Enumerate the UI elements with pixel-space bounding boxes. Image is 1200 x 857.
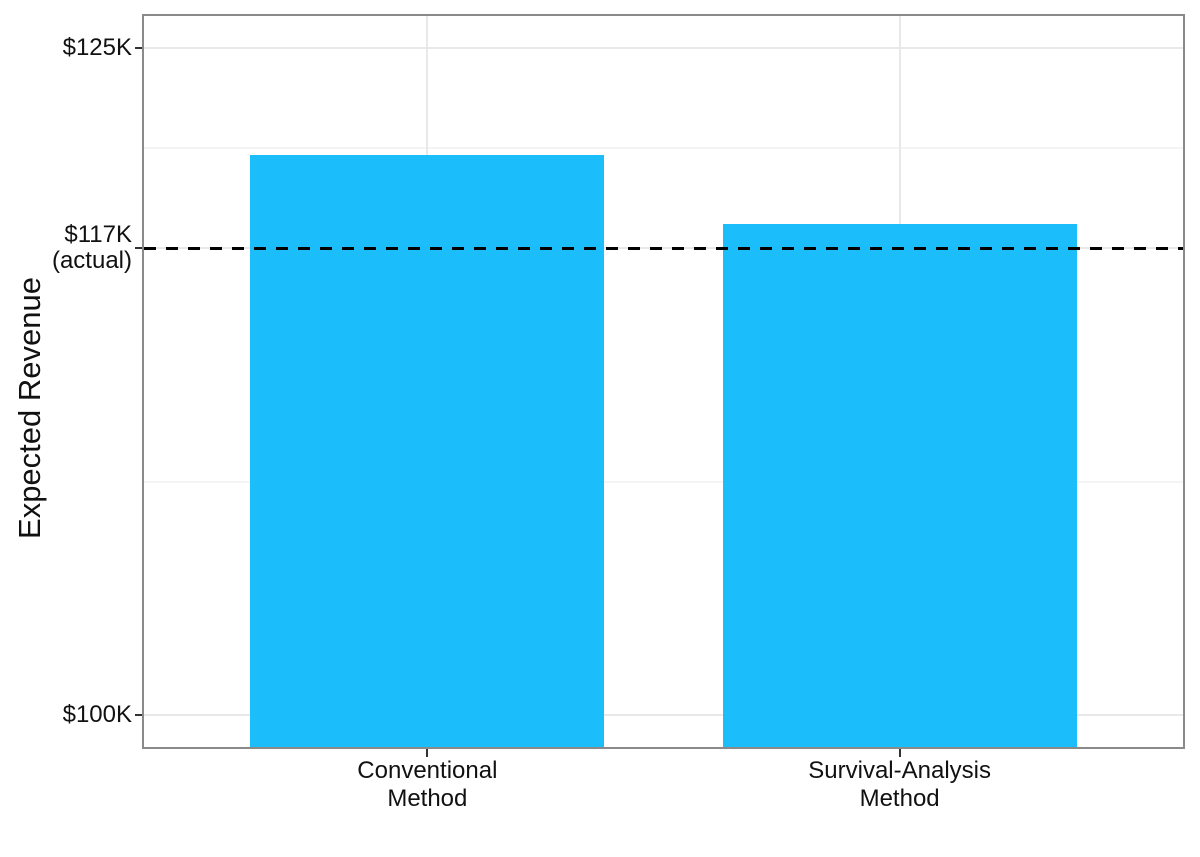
x-axis-category-label-line: Survival-Analysis: [808, 757, 991, 784]
y-axis-tick: [135, 713, 142, 716]
y-axis-tick-label-line: $117K: [64, 221, 132, 249]
bar-survival-analysis: [722, 224, 1077, 747]
y-axis-tick-label: $125K: [0, 35, 132, 61]
y-axis-tick-label-line: (actual): [51, 247, 132, 275]
y-axis-tick-label: $117K (actual): [0, 222, 132, 274]
bar-conventional: [250, 154, 605, 747]
y-axis-tick: [135, 247, 142, 250]
actual-revenue-reference-line: [144, 246, 1183, 250]
major-gridline: [144, 713, 1183, 716]
minor-gridline: [144, 480, 1183, 483]
y-axis-tick-label-line: $125K: [62, 34, 132, 61]
x-axis-category-label-line: Method: [387, 785, 468, 812]
y-axis-tick-label-line: $100K: [62, 700, 132, 728]
x-axis-category-label-line: Method: [859, 785, 940, 812]
y-axis-title: Expected Revenue: [12, 277, 47, 539]
y-axis-tick: [135, 47, 142, 49]
plot-panel: [142, 14, 1185, 749]
x-axis-category-label: Conventional Method: [277, 757, 577, 813]
y-axis-tick-label: $100K: [0, 700, 132, 728]
x-axis-tick: [426, 749, 429, 757]
x-axis-tick: [898, 749, 901, 757]
x-axis-category-label: Survival-Analysis Method: [750, 757, 1050, 813]
x-axis-category-label-line: Conventional: [357, 757, 498, 784]
minor-gridline: [144, 147, 1183, 150]
major-gridline: [144, 47, 1183, 49]
